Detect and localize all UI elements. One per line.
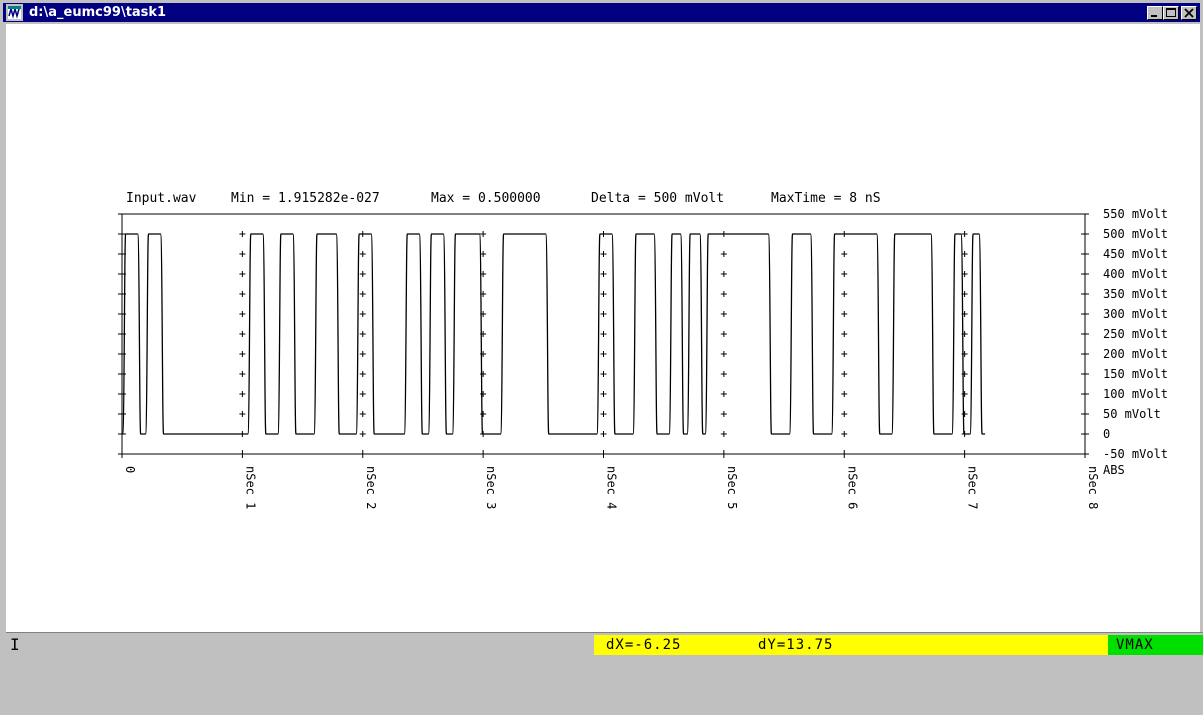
y-tick-label: 450 mVolt <box>1103 247 1168 261</box>
x-tick-label: nSec 7 <box>966 466 980 509</box>
mode-indicator[interactable]: VMAX <box>1108 635 1203 655</box>
dx-readout: dX=-6.25 <box>606 637 682 653</box>
header-max: Max = 0.500000 <box>431 191 541 206</box>
minimize-icon <box>1151 15 1157 17</box>
status-bar: I dX=-6.25 dY=13.75 VMAX <box>6 632 1203 655</box>
app-window: d:\a_eumc99\task1 Input.wav Min = 1.9152… <box>3 3 1203 655</box>
maximize-icon <box>1166 8 1176 17</box>
y-tick-label: 300 mVolt <box>1103 307 1168 321</box>
y-tick-label: 100 mVolt <box>1103 387 1168 401</box>
y-tick-label: 400 mVolt <box>1103 267 1168 281</box>
x-tick-label: nSec 8 <box>1086 466 1100 509</box>
close-button[interactable] <box>1181 6 1197 20</box>
y-tick-label: 500 mVolt <box>1103 227 1168 241</box>
header-maxtime: MaxTime = 8 nS <box>771 191 881 206</box>
maximize-button[interactable] <box>1163 6 1179 20</box>
x-tick-label: nSec 5 <box>725 466 739 509</box>
window-title: d:\a_eumc99\task1 <box>29 5 167 20</box>
y-unit-label: ABS <box>1103 463 1125 477</box>
y-tick-label: 200 mVolt <box>1103 347 1168 361</box>
x-tick-label: nSec 3 <box>484 466 498 509</box>
waveform-plot: Input.wav Min = 1.915282e-027 Max = 0.50… <box>118 191 1168 509</box>
dy-readout: dY=13.75 <box>758 637 834 653</box>
y-tick-label: 150 mVolt <box>1103 367 1168 381</box>
close-icon <box>1184 8 1194 18</box>
minimize-button[interactable] <box>1147 6 1163 20</box>
x-tick-label: 0 <box>123 466 137 473</box>
header-file: Input.wav <box>126 191 197 206</box>
x-tick-label: nSec 1 <box>243 466 257 509</box>
x-tick-label: nSec 2 <box>364 466 378 509</box>
y-tick-label: 350 mVolt <box>1103 287 1168 301</box>
text-cursor-icon: I <box>10 635 20 654</box>
plot-header: Input.wav Min = 1.915282e-027 Max = 0.50… <box>126 191 881 206</box>
y-tick-label: 550 mVolt <box>1103 207 1168 221</box>
plot-canvas[interactable]: Input.wav Min = 1.915282e-027 Max = 0.50… <box>6 24 1200 632</box>
y-tick-label: 250 mVolt <box>1103 327 1168 341</box>
header-delta: Delta = 500 mVolt <box>591 191 724 206</box>
mode-label: VMAX <box>1116 637 1154 653</box>
header-min: Min = 1.915282e-027 <box>231 191 380 206</box>
title-bar[interactable]: d:\a_eumc99\task1 <box>3 3 1200 22</box>
x-tick-label: nSec 6 <box>845 466 859 509</box>
app-icon[interactable] <box>6 4 23 21</box>
y-tick-label: 0 <box>1103 427 1110 441</box>
x-tick-label: nSec 4 <box>605 466 619 509</box>
waveform-line <box>121 233 986 435</box>
delta-readout: dX=-6.25 dY=13.75 <box>594 635 1108 655</box>
y-tick-label: -50 mVolt <box>1103 447 1168 461</box>
y-tick-label: 50 mVolt <box>1103 407 1161 421</box>
